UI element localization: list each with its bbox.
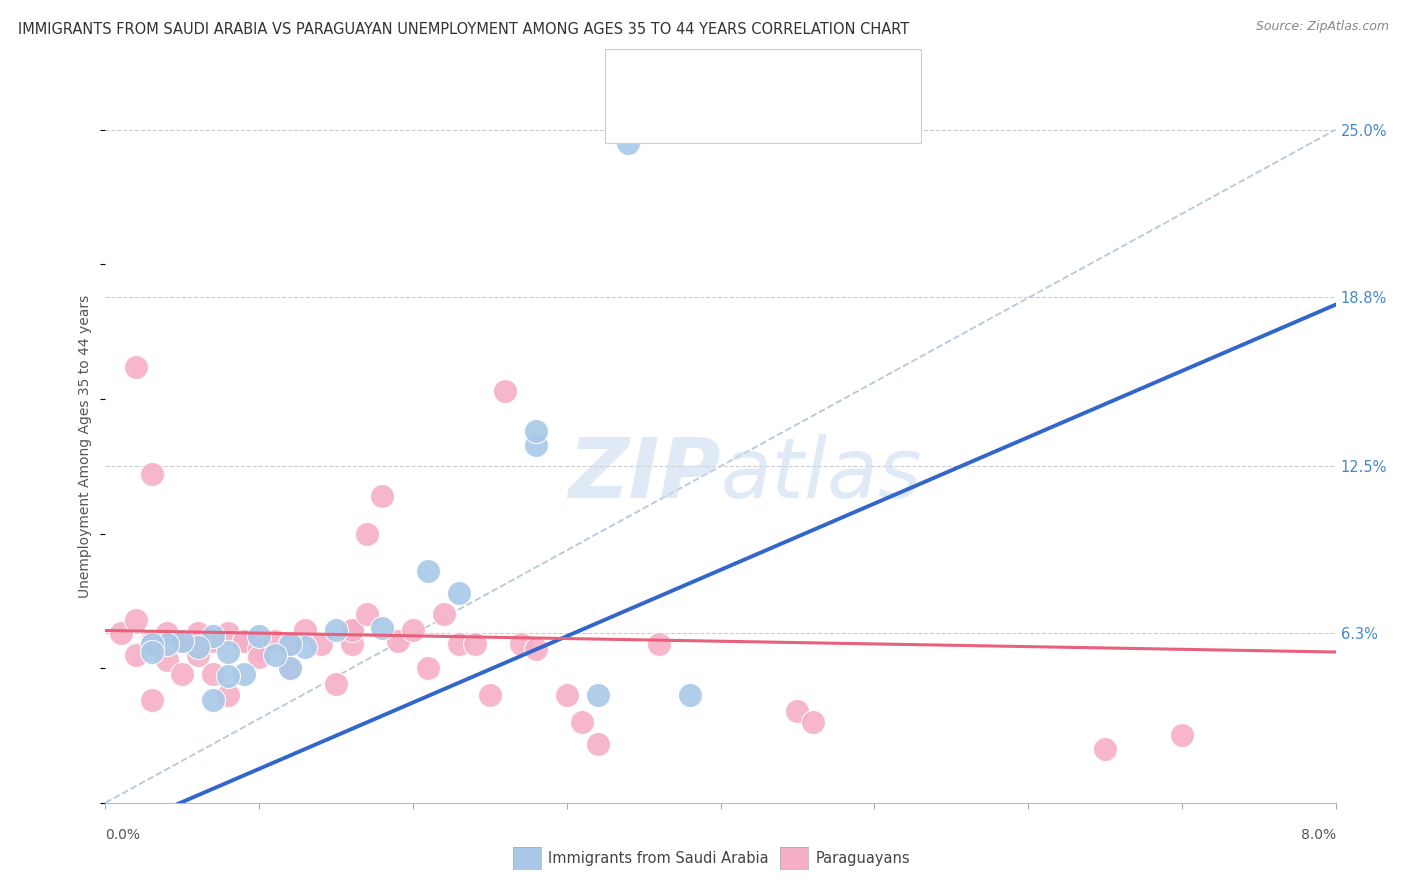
Point xyxy=(1171,729,1194,743)
Point xyxy=(801,714,824,729)
Text: atlas: atlas xyxy=(721,434,922,515)
Point xyxy=(141,467,163,482)
Point xyxy=(418,564,440,578)
Point xyxy=(187,640,209,654)
Point xyxy=(156,637,179,651)
Point xyxy=(156,653,179,667)
Point xyxy=(371,621,394,635)
Point xyxy=(187,648,209,662)
Text: R =   0.462   N = 24: R = 0.462 N = 24 xyxy=(659,66,842,80)
Text: ZIP: ZIP xyxy=(568,434,721,515)
Text: 8.0%: 8.0% xyxy=(1301,828,1336,842)
Point xyxy=(524,424,547,438)
Point xyxy=(494,384,516,398)
Point xyxy=(247,650,270,665)
Point xyxy=(218,688,240,702)
Point xyxy=(172,666,194,681)
Point xyxy=(218,626,240,640)
Point xyxy=(679,688,702,702)
Point xyxy=(202,634,225,648)
Point xyxy=(340,637,363,651)
Point xyxy=(172,634,194,648)
Point xyxy=(371,489,394,503)
Point xyxy=(786,704,808,718)
Point xyxy=(202,693,225,707)
Point xyxy=(617,136,640,150)
Point xyxy=(247,642,270,657)
Point xyxy=(309,637,332,651)
Point xyxy=(278,637,301,651)
Point xyxy=(110,626,132,640)
Point xyxy=(294,624,316,638)
Point xyxy=(141,634,163,648)
Point xyxy=(433,607,456,622)
Point xyxy=(202,666,225,681)
Point xyxy=(247,629,270,643)
Point xyxy=(524,642,547,657)
Text: Paraguayans: Paraguayans xyxy=(815,851,910,865)
Point xyxy=(232,634,254,648)
Point xyxy=(586,737,609,751)
Text: IMMIGRANTS FROM SAUDI ARABIA VS PARAGUAYAN UNEMPLOYMENT AMONG AGES 35 TO 44 YEAR: IMMIGRANTS FROM SAUDI ARABIA VS PARAGUAY… xyxy=(18,22,910,37)
Point xyxy=(555,688,578,702)
Point xyxy=(509,637,531,651)
Point xyxy=(278,661,301,675)
Point xyxy=(387,634,409,648)
Point xyxy=(187,626,209,640)
Point xyxy=(294,640,316,654)
Point xyxy=(141,645,163,659)
Point xyxy=(325,624,347,638)
Point xyxy=(125,613,148,627)
Text: Immigrants from Saudi Arabia: Immigrants from Saudi Arabia xyxy=(548,851,769,865)
Point xyxy=(278,637,301,651)
Point xyxy=(418,661,440,675)
Text: 0.0%: 0.0% xyxy=(105,828,141,842)
Text: Source: ZipAtlas.com: Source: ZipAtlas.com xyxy=(1256,20,1389,33)
Point xyxy=(586,688,609,702)
Point xyxy=(356,607,378,622)
Point xyxy=(263,634,285,648)
Point xyxy=(278,661,301,675)
Point xyxy=(449,586,471,600)
Point xyxy=(356,526,378,541)
Text: R = -0.044   N = 51: R = -0.044 N = 51 xyxy=(659,104,832,119)
Point xyxy=(648,637,671,651)
Point xyxy=(218,669,240,683)
Point xyxy=(218,645,240,659)
Point xyxy=(156,626,179,640)
Point xyxy=(232,634,254,648)
Point xyxy=(340,624,363,638)
Point xyxy=(402,624,425,638)
Point xyxy=(202,629,225,643)
Point xyxy=(141,637,163,651)
Point xyxy=(325,677,347,691)
Point xyxy=(449,637,471,651)
Point xyxy=(263,648,285,662)
Point xyxy=(571,714,593,729)
Point xyxy=(464,637,486,651)
Point xyxy=(340,624,363,638)
Point xyxy=(172,634,194,648)
Point xyxy=(125,359,148,374)
Point xyxy=(232,666,254,681)
Point xyxy=(1094,742,1116,756)
Point xyxy=(141,693,163,707)
Point xyxy=(478,688,501,702)
Y-axis label: Unemployment Among Ages 35 to 44 years: Unemployment Among Ages 35 to 44 years xyxy=(79,294,93,598)
Point xyxy=(125,648,148,662)
Point xyxy=(524,437,547,451)
